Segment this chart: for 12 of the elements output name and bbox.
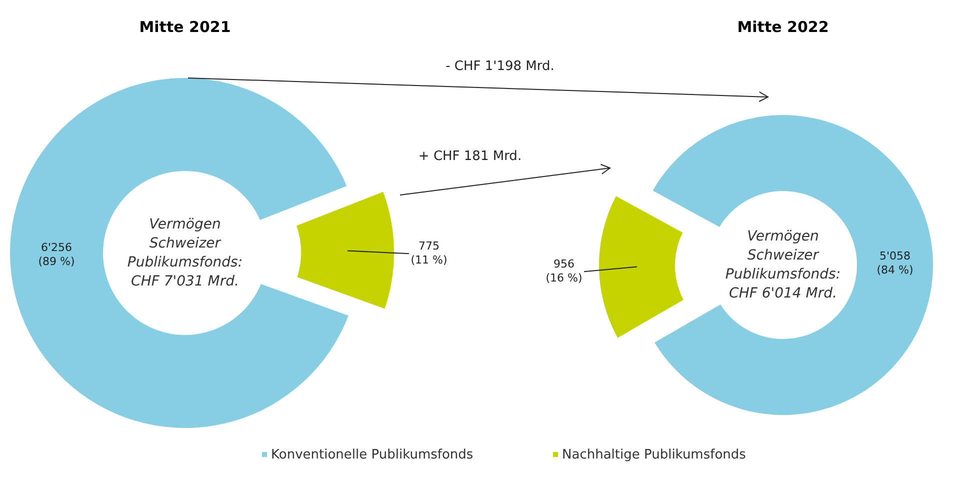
- text: + CHF 181 Mrd.: [418, 149, 522, 164]
- text: Vermögen Schweizer Publikumsfonds: CHF 6'014 Mrd.: [725, 228, 841, 302]
- chart-title: Mitte 2022: [737, 18, 829, 36]
- data-label: 775 (11 %): [410, 240, 448, 267]
- data-label: 6'256 (89 %): [38, 240, 75, 268]
- legend-label: Konventionelle Publikumsfonds: [271, 448, 474, 463]
- text: Vermögen Schweizer Publikumsfonds: CHF 7'031 Mrd.: [127, 216, 243, 290]
- data-label: 5'058 (84 %): [876, 250, 914, 277]
- data-label: 956 (16 %): [546, 258, 582, 285]
- legend-label: Nachhaltige Publikumsfonds: [562, 448, 746, 463]
- chart-title: Mitte 2021: [139, 18, 231, 36]
- text: - CHF 1'198 Mrd.: [446, 59, 554, 74]
